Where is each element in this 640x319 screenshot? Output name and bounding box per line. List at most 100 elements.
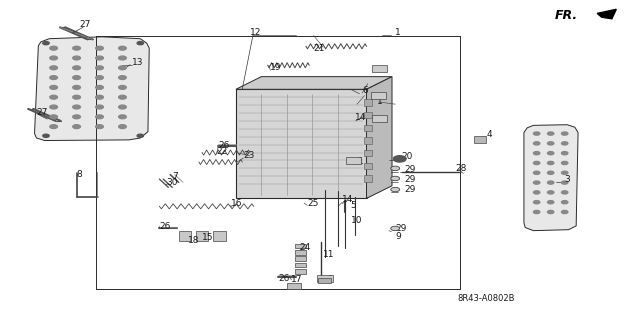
Text: 6: 6 [362, 86, 368, 95]
Text: 22: 22 [217, 147, 228, 156]
Polygon shape [236, 77, 392, 89]
Circle shape [118, 46, 126, 50]
Circle shape [96, 95, 103, 99]
Text: 29: 29 [404, 165, 415, 174]
Circle shape [96, 115, 103, 119]
Text: 29: 29 [404, 174, 415, 184]
Circle shape [50, 46, 58, 50]
Circle shape [561, 142, 568, 145]
Bar [371, 93, 387, 100]
Text: 16: 16 [231, 199, 243, 208]
Text: 27: 27 [36, 108, 48, 117]
Circle shape [391, 176, 399, 181]
Text: 28: 28 [455, 165, 467, 174]
Circle shape [534, 201, 540, 204]
Circle shape [50, 56, 58, 60]
Bar [364, 163, 372, 169]
Circle shape [547, 201, 554, 204]
Circle shape [50, 85, 58, 89]
Circle shape [73, 95, 81, 99]
Circle shape [118, 66, 126, 70]
Text: 23: 23 [244, 151, 255, 160]
Circle shape [561, 132, 568, 135]
Text: 26: 26 [278, 274, 290, 283]
Bar [364, 175, 372, 182]
Circle shape [118, 125, 126, 129]
Polygon shape [524, 125, 578, 231]
Bar [294, 250, 306, 255]
Circle shape [534, 181, 540, 184]
Text: 14: 14 [355, 113, 367, 122]
Circle shape [534, 142, 540, 145]
Circle shape [73, 115, 81, 119]
Circle shape [50, 66, 58, 70]
Text: 21: 21 [314, 44, 325, 53]
Circle shape [534, 211, 540, 214]
Circle shape [561, 161, 568, 165]
Text: FR.: FR. [555, 9, 578, 22]
Circle shape [73, 46, 81, 50]
Bar [364, 112, 372, 118]
Circle shape [394, 156, 406, 162]
Circle shape [391, 187, 399, 192]
Text: 18: 18 [188, 236, 199, 245]
Circle shape [547, 161, 554, 165]
Circle shape [43, 41, 49, 45]
Text: 20: 20 [401, 152, 413, 161]
Circle shape [73, 85, 81, 89]
Circle shape [43, 134, 49, 137]
Circle shape [50, 115, 58, 119]
Circle shape [561, 152, 568, 155]
Circle shape [391, 166, 399, 171]
Text: 19: 19 [270, 63, 282, 72]
Circle shape [547, 191, 554, 194]
Circle shape [118, 76, 126, 79]
Bar [364, 125, 372, 131]
Circle shape [50, 125, 58, 129]
Bar [213, 231, 226, 241]
Text: 27: 27 [79, 20, 90, 29]
Text: 7: 7 [172, 172, 178, 182]
Text: 2: 2 [328, 275, 333, 284]
Text: 26: 26 [159, 222, 171, 231]
Text: 26: 26 [218, 141, 229, 150]
Circle shape [50, 95, 58, 99]
Bar [364, 150, 372, 156]
Bar [294, 256, 306, 261]
Circle shape [547, 142, 554, 145]
Circle shape [547, 171, 554, 174]
Circle shape [561, 181, 568, 184]
Text: 11: 11 [323, 250, 334, 259]
Text: 30: 30 [166, 178, 177, 187]
Circle shape [73, 66, 81, 70]
Circle shape [547, 181, 554, 184]
Circle shape [391, 226, 399, 231]
Text: 25: 25 [307, 199, 319, 208]
Circle shape [547, 152, 554, 155]
Circle shape [561, 191, 568, 194]
Circle shape [561, 211, 568, 214]
Bar [294, 244, 306, 249]
Circle shape [96, 125, 103, 129]
Text: 8R43-A0802B: 8R43-A0802B [457, 294, 515, 303]
Circle shape [96, 105, 103, 109]
Text: 5: 5 [351, 201, 356, 210]
Circle shape [547, 211, 554, 214]
Circle shape [534, 171, 540, 174]
Text: 8: 8 [77, 170, 83, 179]
Bar [236, 89, 367, 198]
Bar [346, 157, 362, 164]
Circle shape [50, 76, 58, 79]
Text: 17: 17 [291, 275, 303, 284]
Circle shape [534, 191, 540, 194]
Circle shape [73, 125, 81, 129]
Circle shape [561, 201, 568, 204]
Bar [364, 100, 372, 106]
Text: 15: 15 [202, 234, 214, 242]
Circle shape [137, 134, 143, 137]
Text: 1: 1 [395, 28, 401, 37]
Circle shape [534, 152, 540, 155]
Circle shape [96, 76, 103, 79]
Bar [179, 231, 191, 241]
Bar [287, 283, 301, 288]
